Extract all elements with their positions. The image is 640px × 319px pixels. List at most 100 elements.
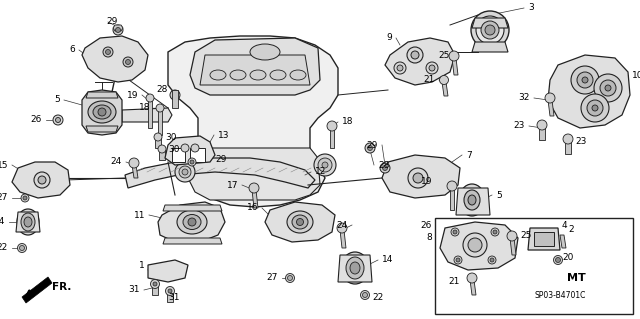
Circle shape bbox=[17, 243, 26, 253]
Circle shape bbox=[453, 230, 457, 234]
Polygon shape bbox=[82, 90, 122, 135]
Text: 31: 31 bbox=[168, 293, 179, 302]
Polygon shape bbox=[560, 235, 566, 248]
Polygon shape bbox=[528, 228, 560, 250]
Ellipse shape bbox=[350, 262, 360, 274]
Polygon shape bbox=[190, 148, 205, 162]
Ellipse shape bbox=[98, 108, 106, 116]
Polygon shape bbox=[158, 202, 225, 242]
Circle shape bbox=[156, 104, 164, 112]
Text: 5: 5 bbox=[496, 190, 502, 199]
Polygon shape bbox=[510, 238, 516, 255]
Text: 28: 28 bbox=[157, 85, 168, 94]
Polygon shape bbox=[385, 38, 455, 85]
Circle shape bbox=[362, 293, 367, 298]
Circle shape bbox=[53, 115, 63, 125]
Polygon shape bbox=[534, 232, 554, 246]
Polygon shape bbox=[163, 238, 222, 244]
Polygon shape bbox=[168, 36, 338, 207]
Circle shape bbox=[454, 256, 462, 264]
Text: 29: 29 bbox=[106, 18, 118, 26]
Text: SP03-B4701C: SP03-B4701C bbox=[534, 291, 586, 300]
Circle shape bbox=[397, 65, 403, 71]
Text: 25: 25 bbox=[520, 231, 531, 240]
Circle shape bbox=[545, 93, 555, 103]
Polygon shape bbox=[472, 18, 508, 28]
Ellipse shape bbox=[296, 219, 303, 226]
Text: 29: 29 bbox=[367, 140, 378, 150]
Polygon shape bbox=[152, 285, 158, 295]
Polygon shape bbox=[12, 162, 70, 198]
Text: 3: 3 bbox=[528, 4, 534, 12]
Circle shape bbox=[383, 166, 387, 170]
Circle shape bbox=[154, 133, 162, 141]
Polygon shape bbox=[340, 230, 346, 248]
Circle shape bbox=[168, 289, 172, 293]
Polygon shape bbox=[155, 138, 161, 148]
Circle shape bbox=[337, 223, 347, 233]
Ellipse shape bbox=[179, 166, 191, 178]
Circle shape bbox=[449, 51, 459, 61]
Ellipse shape bbox=[594, 74, 622, 102]
Ellipse shape bbox=[481, 21, 499, 39]
Polygon shape bbox=[472, 42, 508, 52]
Ellipse shape bbox=[177, 210, 207, 234]
Circle shape bbox=[537, 120, 547, 130]
Circle shape bbox=[150, 279, 159, 288]
Text: 22: 22 bbox=[372, 293, 383, 302]
Polygon shape bbox=[165, 136, 215, 165]
Polygon shape bbox=[252, 190, 258, 208]
Ellipse shape bbox=[250, 70, 266, 80]
Text: 26: 26 bbox=[31, 115, 42, 124]
Circle shape bbox=[554, 256, 563, 264]
Text: 18: 18 bbox=[138, 103, 150, 113]
Circle shape bbox=[188, 158, 196, 166]
Circle shape bbox=[21, 194, 29, 202]
Circle shape bbox=[38, 176, 46, 184]
Circle shape bbox=[491, 228, 499, 236]
Polygon shape bbox=[163, 205, 222, 211]
Ellipse shape bbox=[605, 85, 611, 91]
Circle shape bbox=[493, 230, 497, 234]
Circle shape bbox=[113, 25, 123, 35]
Text: 4: 4 bbox=[562, 220, 568, 229]
Text: MT: MT bbox=[566, 273, 586, 283]
Polygon shape bbox=[22, 277, 52, 303]
Polygon shape bbox=[113, 25, 123, 31]
Polygon shape bbox=[200, 55, 310, 85]
Ellipse shape bbox=[346, 257, 364, 279]
Text: FR.: FR. bbox=[52, 282, 72, 292]
Ellipse shape bbox=[476, 16, 504, 44]
Circle shape bbox=[440, 223, 450, 233]
Text: 23: 23 bbox=[514, 122, 525, 130]
Ellipse shape bbox=[175, 162, 195, 182]
Circle shape bbox=[106, 49, 111, 55]
Polygon shape bbox=[158, 110, 162, 135]
Ellipse shape bbox=[250, 44, 280, 60]
Circle shape bbox=[394, 62, 406, 74]
Circle shape bbox=[413, 173, 423, 183]
Ellipse shape bbox=[183, 214, 201, 229]
Polygon shape bbox=[338, 255, 372, 282]
Circle shape bbox=[488, 256, 496, 264]
Text: 13: 13 bbox=[218, 130, 230, 139]
Circle shape bbox=[153, 282, 157, 286]
Circle shape bbox=[181, 144, 189, 152]
Circle shape bbox=[19, 246, 24, 250]
Polygon shape bbox=[16, 212, 40, 232]
Ellipse shape bbox=[292, 215, 308, 229]
Polygon shape bbox=[148, 100, 152, 128]
Text: 23: 23 bbox=[575, 137, 586, 146]
Circle shape bbox=[447, 181, 457, 191]
Circle shape bbox=[442, 226, 447, 231]
Ellipse shape bbox=[471, 11, 509, 49]
Ellipse shape bbox=[582, 77, 588, 83]
Ellipse shape bbox=[314, 154, 336, 176]
Circle shape bbox=[426, 62, 438, 74]
Circle shape bbox=[285, 273, 294, 283]
Circle shape bbox=[146, 94, 154, 102]
Circle shape bbox=[407, 47, 423, 63]
Circle shape bbox=[287, 276, 292, 280]
Text: 6: 6 bbox=[69, 46, 75, 55]
Circle shape bbox=[408, 168, 428, 188]
